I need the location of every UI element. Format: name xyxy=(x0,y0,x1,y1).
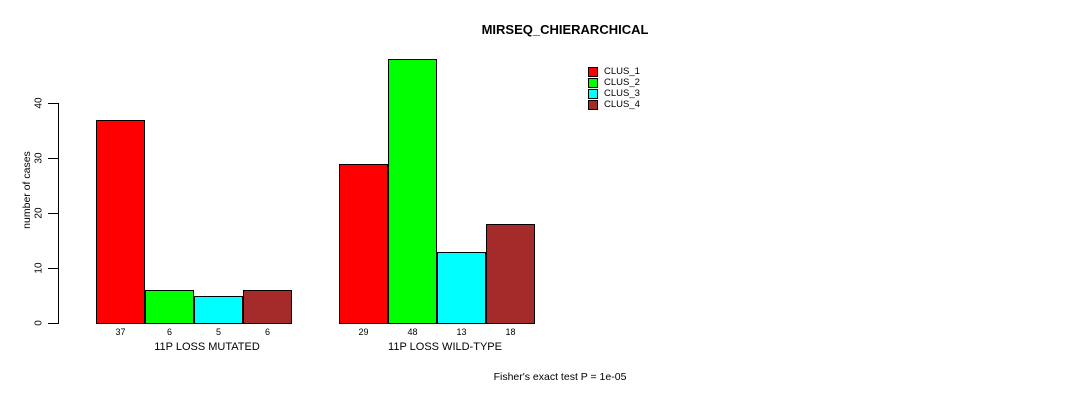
y-tick-mark xyxy=(48,213,58,214)
bar-clus_1-group1 xyxy=(96,119,145,324)
legend-swatch-clus2 xyxy=(588,77,598,88)
bar-value-label: 6 xyxy=(264,327,271,337)
y-tick-mark xyxy=(48,268,58,269)
y-tick-label: 10 xyxy=(33,262,45,274)
x-category-label-mutated: 11P LOSS MUTATED xyxy=(154,341,260,353)
bar-value-label: 29 xyxy=(358,327,369,337)
y-tick-label: 30 xyxy=(33,152,45,164)
statistical-annotation: Fisher's exact test P = 1e-05 xyxy=(493,371,627,383)
legend-label-clus2: CLUS_2 xyxy=(604,77,640,88)
y-tick-mark xyxy=(48,158,58,159)
chart-title: MIRSEQ_CHIERARCHICAL xyxy=(481,22,649,37)
legend-swatch-clus1 xyxy=(588,66,598,77)
bar-value-label: 6 xyxy=(166,327,173,337)
legend-item-clus3: CLUS_3 xyxy=(588,88,640,99)
legend-swatch-clus3 xyxy=(588,88,598,99)
legend-item-clus4: CLUS_4 xyxy=(588,99,640,110)
y-tick-mark xyxy=(48,323,58,324)
legend-item-clus2: CLUS_2 xyxy=(588,77,640,88)
bar-clus_4-group2 xyxy=(486,224,535,324)
legend-label-clus4: CLUS_4 xyxy=(604,99,640,110)
bar-clus_1-group2 xyxy=(339,163,388,324)
bar-value-label: 18 xyxy=(505,327,516,337)
bar-value-label: 13 xyxy=(456,327,467,337)
y-tick-label: 0 xyxy=(33,320,45,326)
y-tick-mark xyxy=(48,103,58,104)
legend-label-clus3: CLUS_3 xyxy=(604,88,640,99)
bar-value-label: 48 xyxy=(407,327,418,337)
bar-clus_3-group2 xyxy=(437,251,486,324)
bar-value-label: 37 xyxy=(115,327,126,337)
legend-swatch-clus4 xyxy=(588,99,598,110)
bar-clus_3-group1 xyxy=(194,295,243,324)
legend-item-clus1: CLUS_1 xyxy=(588,66,640,77)
y-axis-line xyxy=(58,103,59,324)
bar-value-label: 5 xyxy=(215,327,222,337)
y-tick-label: 40 xyxy=(33,97,45,109)
legend-label-clus1: CLUS_1 xyxy=(604,66,640,77)
y-tick-label: 20 xyxy=(33,207,45,219)
bar-clus_2-group1 xyxy=(145,290,194,324)
y-axis-title: number of cases xyxy=(21,151,33,229)
bar-clus_4-group1 xyxy=(243,290,292,324)
x-category-label-wildtype: 11P LOSS WILD-TYPE xyxy=(388,341,502,353)
bar-clus_2-group2 xyxy=(388,59,437,324)
